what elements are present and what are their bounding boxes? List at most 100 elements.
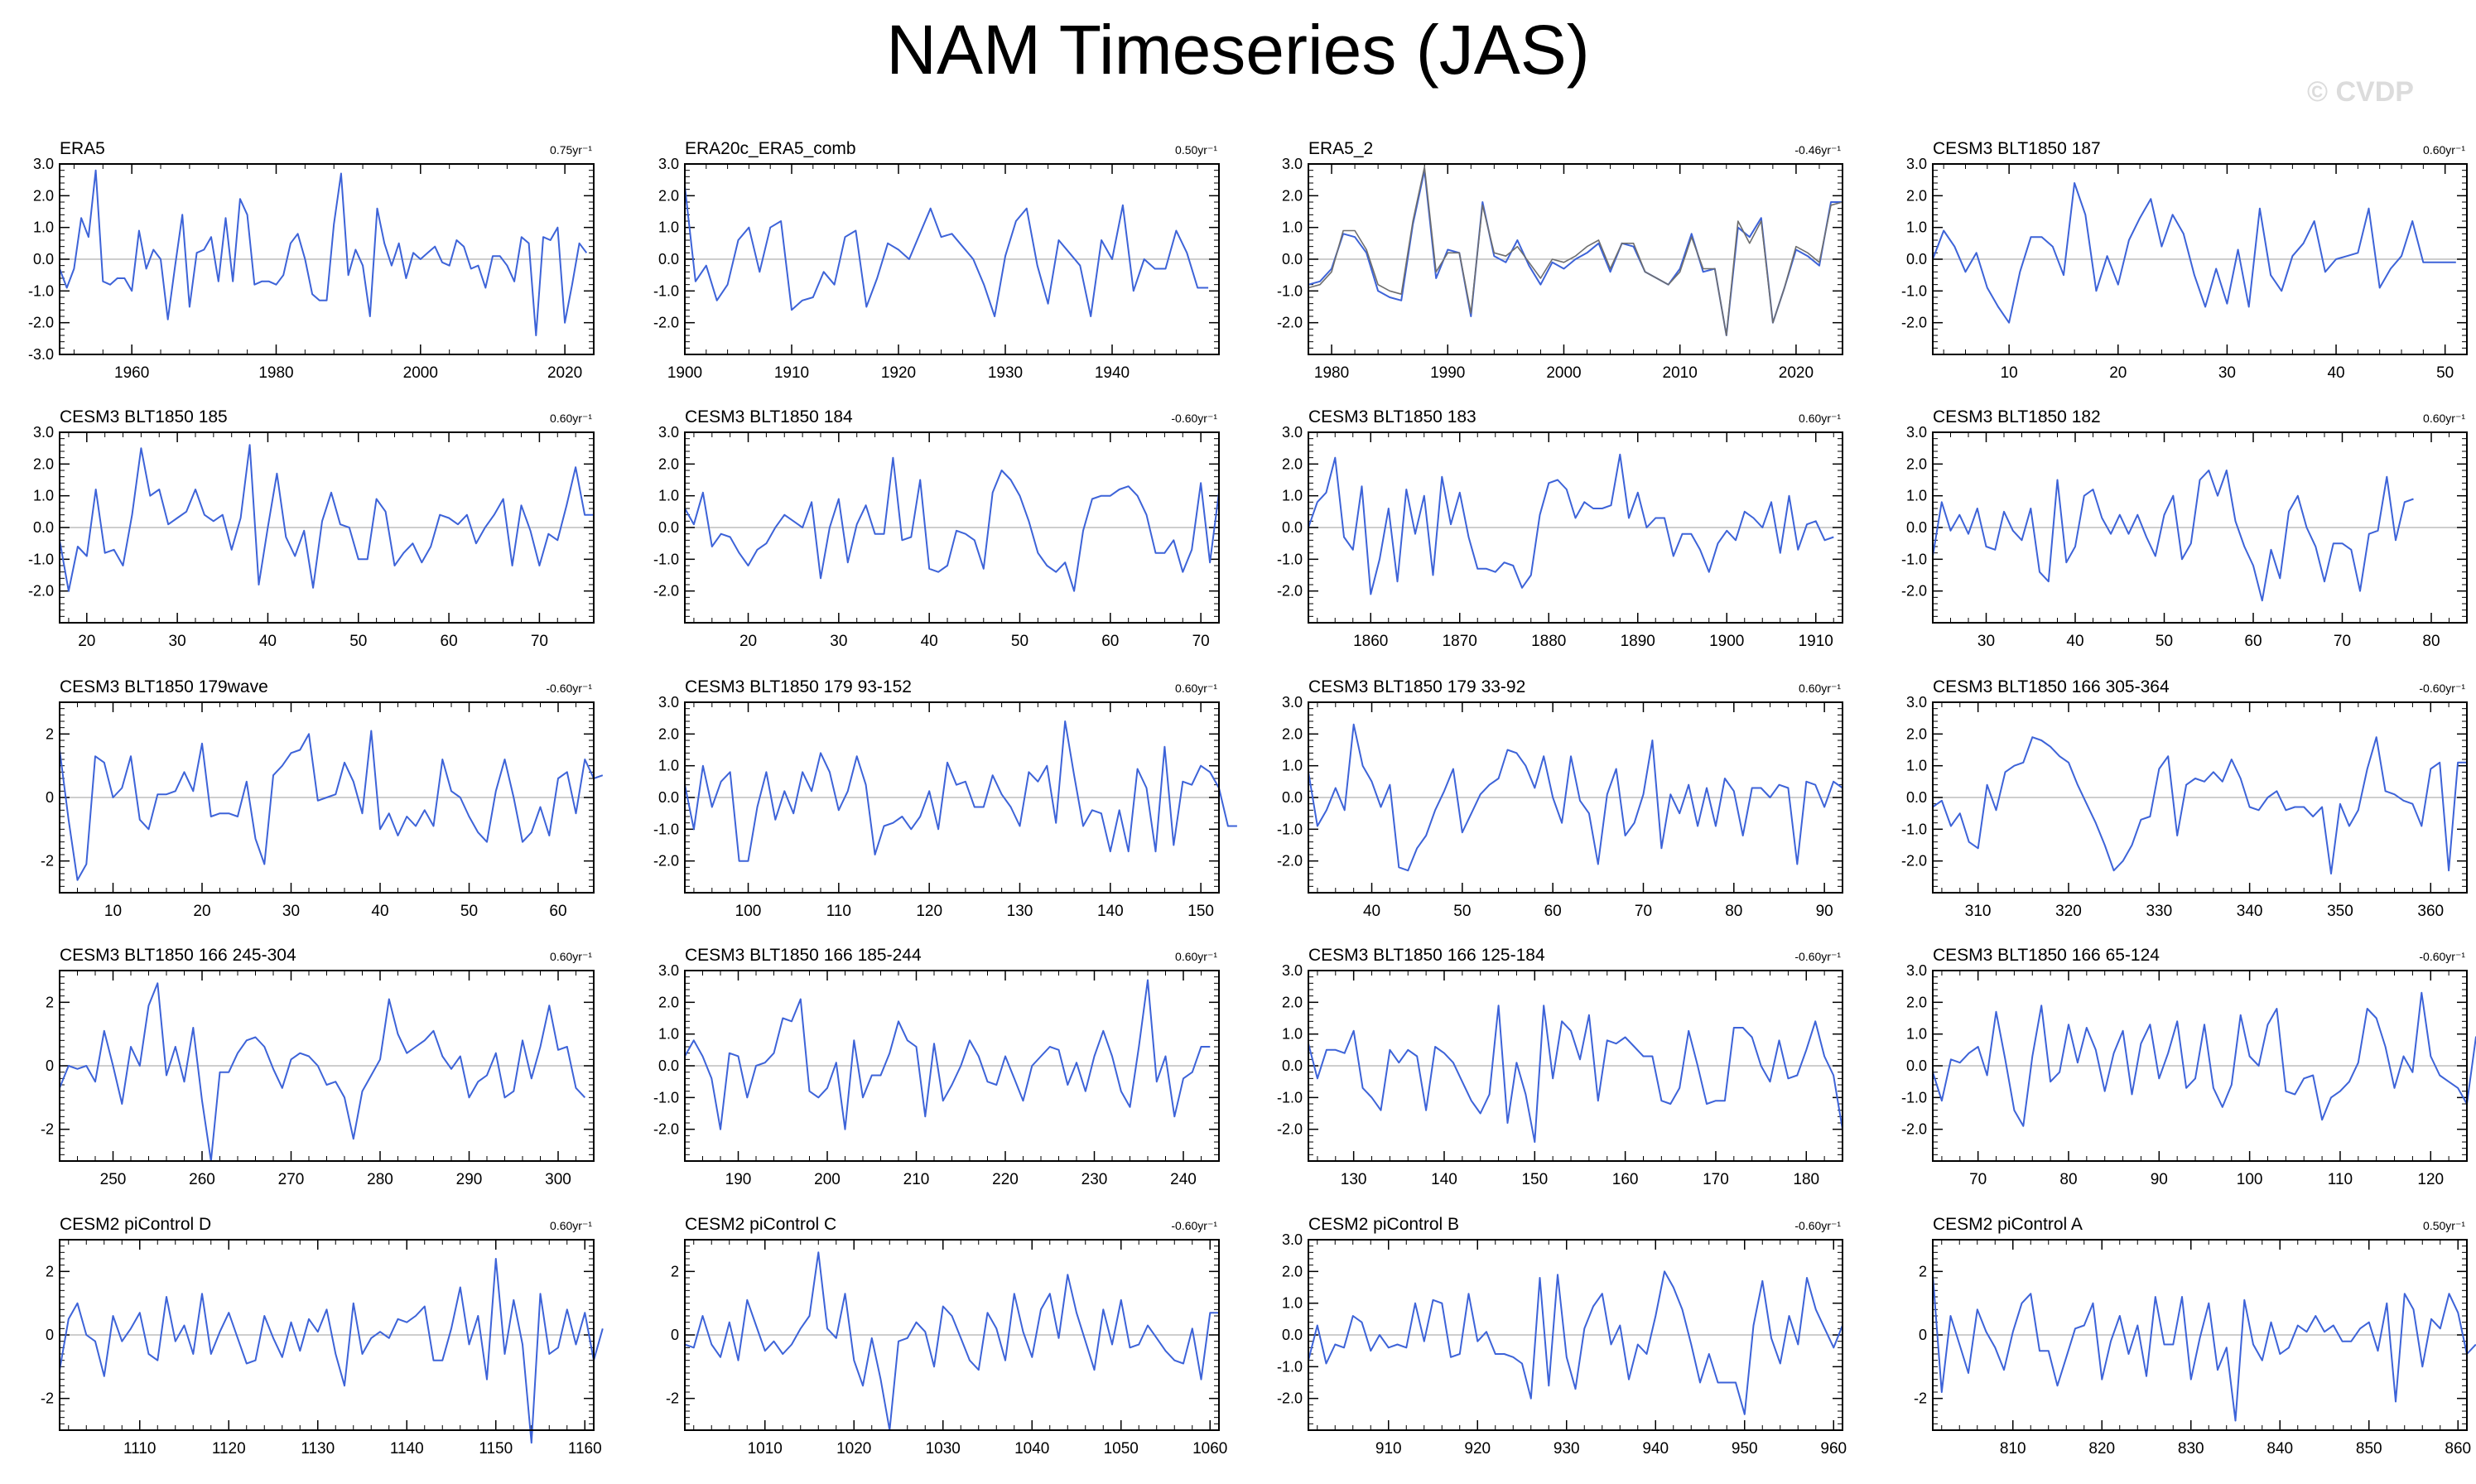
series-line: [1932, 991, 2476, 1127]
x-tick-label: 160: [1612, 1171, 1639, 1188]
x-tick-label: 340: [2237, 903, 2263, 920]
x-tick-label: 1040: [1014, 1440, 1049, 1458]
x-tick-label: 70: [1635, 903, 1652, 920]
x-tick-label: 40: [921, 633, 938, 650]
trend-label: 0.60yr⁻¹: [1175, 950, 1217, 963]
series-line: [684, 1251, 1219, 1431]
series-line: [59, 1258, 604, 1444]
x-tick-label: 60: [549, 903, 566, 920]
x-tick-label: 30: [830, 633, 847, 650]
y-tick-label: 2: [46, 725, 54, 742]
x-tick-label: 140: [1431, 1171, 1457, 1188]
x-tick-label: 1060: [1192, 1440, 1227, 1458]
x-tick-label: 310: [1965, 903, 1992, 920]
trend-label: 0.60yr⁻¹: [550, 1219, 592, 1232]
y-tick-label: -3.0: [28, 346, 54, 363]
x-tick-label: 1960: [114, 364, 149, 382]
x-tick-label: 1990: [1430, 364, 1465, 382]
series-line: [59, 730, 604, 881]
plot-frame: [1308, 701, 1843, 894]
y-tick-label: 0: [1919, 1327, 1927, 1343]
x-tick-label: 1930: [988, 364, 1023, 382]
x-tick-label: 20: [2109, 364, 2127, 382]
x-tick-label: 120: [916, 903, 942, 920]
x-tick-label: 1130: [301, 1440, 335, 1458]
x-tick-label: 150: [1521, 1171, 1548, 1188]
y-tick-label: -1.0: [28, 551, 54, 567]
x-tick-label: 70: [1969, 1171, 1987, 1188]
y-tick-label: -2.0: [1277, 1390, 1303, 1407]
y-tick-label: 2.0: [1282, 725, 1303, 742]
y-tick-label: 1.0: [33, 488, 54, 504]
x-tick-label: 220: [992, 1171, 1019, 1188]
x-tick-label: 20: [193, 903, 210, 920]
y-tick-label: -1.0: [1277, 1358, 1303, 1375]
series-line: [684, 979, 1211, 1130]
plot-frame: [1308, 1239, 1843, 1431]
plot-frame: [59, 163, 595, 355]
trend-label: 0.50yr⁻¹: [2423, 1219, 2465, 1232]
panel-title: CESM3 BLT1850 166 125-184: [1308, 946, 1545, 965]
x-tick-label: 330: [2146, 903, 2172, 920]
chart-panel: CESM3 BLT1850 184 -0.60yr⁻¹ -2.0 -1.0 0.0 1.0…: [653, 407, 1220, 650]
x-tick-label: 840: [2266, 1440, 2293, 1458]
series-line: [1308, 1270, 1843, 1415]
y-tick-label: 2.0: [1282, 455, 1303, 472]
x-tick-label: 2000: [403, 364, 438, 382]
x-tick-label: 170: [1703, 1171, 1729, 1188]
plot-frame: [1932, 163, 2468, 355]
x-tick-label: 80: [1725, 903, 1742, 920]
y-tick-label: 2.0: [33, 187, 54, 204]
x-tick-label: 100: [735, 903, 762, 920]
y-tick-label: 3.0: [1282, 962, 1303, 979]
plot-frame: [684, 431, 1220, 624]
x-tick-label: 60: [441, 633, 458, 650]
x-tick-label: 920: [1464, 1440, 1491, 1458]
x-tick-label: 280: [367, 1171, 393, 1188]
y-tick-label: -2.0: [1901, 1121, 1927, 1138]
y-tick-label: -1.0: [653, 551, 679, 567]
panel-title: CESM3 BLT1850 166 65-124: [1933, 946, 2160, 965]
panel-title: CESM3 BLT1850 179 33-92: [1308, 677, 1525, 696]
series-line: [1308, 169, 1843, 336]
y-tick-label: 2.0: [1282, 187, 1303, 204]
x-tick-label: 940: [1642, 1440, 1669, 1458]
trend-label: -0.60yr⁻¹: [2419, 950, 2465, 963]
series-line: [684, 186, 1209, 317]
x-tick-label: 30: [169, 633, 186, 650]
chart-panel: CESM3 BLT1850 166 185-244 0.60yr⁻¹ -2.0 -1.…: [653, 946, 1220, 1188]
series-line: [1932, 470, 2414, 602]
x-tick-label: 10: [104, 903, 122, 920]
x-tick-label: 930: [1554, 1440, 1580, 1458]
y-tick-label: 0: [46, 789, 54, 806]
x-tick-label: 320: [2055, 903, 2082, 920]
x-tick-label: 50: [1453, 903, 1471, 920]
y-tick-label: 1.0: [658, 219, 679, 236]
chart-panel: CESM3 BLT1850 183 0.60yr⁻¹ -2.0 -1.0 0.0 1.0 2…: [1277, 407, 1843, 650]
chart-panel: CESM3 BLT1850 179wave -0.60yr⁻¹ -2 0 2 10 20 30…: [41, 677, 604, 920]
y-tick-label: -1.0: [1901, 1089, 1927, 1106]
series-line: [1932, 736, 2467, 874]
y-tick-label: 1.0: [658, 488, 679, 504]
x-tick-label: 1030: [926, 1440, 961, 1458]
x-tick-label: 910: [1375, 1440, 1402, 1458]
y-tick-label: 2.0: [1906, 187, 1927, 204]
y-tick-label: 0.0: [1282, 1058, 1303, 1074]
series-line: [1932, 1274, 2476, 1422]
x-tick-label: 860: [2445, 1440, 2471, 1458]
plot-frame: [1932, 431, 2468, 624]
x-tick-label: 180: [1793, 1171, 1819, 1188]
y-tick-label: 2.0: [1906, 994, 1927, 1010]
x-tick-label: 1110: [123, 1440, 156, 1458]
trend-label: 0.60yr⁻¹: [1799, 412, 1841, 425]
x-tick-label: 820: [2088, 1440, 2115, 1458]
y-tick-label: 0.0: [658, 519, 679, 536]
panel-title: CESM3 BLT1850 166 305-364: [1933, 677, 2170, 696]
chart-panel: CESM3 BLT1850 166 65-124 -0.60yr⁻¹ -2.0 -1.…: [1901, 946, 2476, 1188]
panel-title: CESM3 BLT1850 183: [1308, 407, 1476, 426]
x-tick-label: 1160: [568, 1440, 602, 1458]
y-tick-label: 2: [46, 994, 54, 1010]
y-tick-label: -1.0: [653, 821, 679, 837]
x-tick-label: 50: [2436, 364, 2454, 382]
